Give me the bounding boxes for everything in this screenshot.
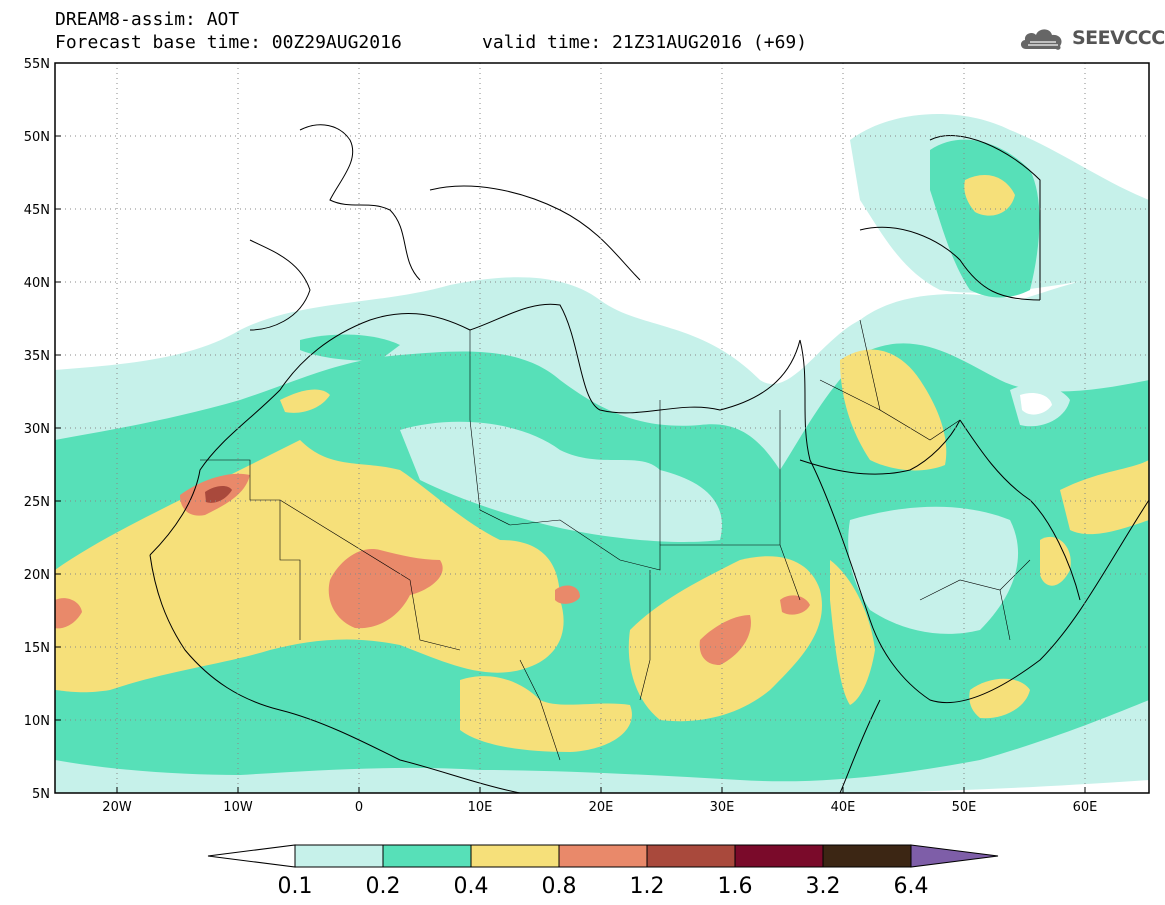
lon-label: 10W (223, 800, 253, 815)
logo-text: SEEVCCC (1072, 27, 1165, 49)
lat-label: 25N (24, 495, 50, 510)
tick-marks (55, 62, 1086, 794)
aot-level-1-2 (205, 486, 232, 503)
colorbar-label: 0.1 (278, 874, 313, 899)
latitude-labels: 55N 50N 45N 40N 35N 30N 25N 20N 15N 10N … (24, 57, 50, 802)
lat-label: 5N (32, 787, 50, 802)
lon-label: 20E (589, 800, 614, 815)
colorbar-segment (382, 844, 472, 868)
chart-title: DREAM8-assim: AOT (55, 9, 240, 30)
lon-label: 60E (1073, 800, 1098, 815)
colorbar-label: 0.2 (366, 874, 401, 899)
lat-label: 30N (24, 422, 50, 437)
lon-label: 20W (102, 800, 132, 815)
lat-label: 10N (24, 714, 50, 729)
coastlines (149, 124, 1149, 793)
country-borders (200, 319, 1031, 761)
lat-label: 55N (24, 57, 50, 72)
lon-label: 0 (355, 800, 363, 815)
longitude-labels: 20W 10W 0 10E 20E 30E 40E 50E 60E (102, 800, 1097, 815)
valid-time: valid time: 21Z31AUG2016 (+69) (482, 32, 808, 53)
colorbar-left-triangle (207, 844, 296, 868)
colorbar-segment (734, 844, 824, 868)
lon-label: 40E (831, 800, 856, 815)
colorbar-label: 3.2 (806, 874, 841, 899)
colorbar-right-triangle (910, 844, 999, 868)
colorbar-label: 1.2 (630, 874, 665, 899)
lon-label: 30E (710, 800, 735, 815)
graticule (55, 63, 1149, 793)
colorbar: 0.1 0.2 0.4 0.8 1.2 1.6 3.2 6.4 (207, 844, 999, 899)
lat-label: 50N (24, 130, 50, 145)
colorbar-label: 0.4 (454, 874, 489, 899)
colorbar-segment (470, 844, 560, 868)
lat-label: 35N (24, 349, 50, 364)
colorbar-label: 0.8 (542, 874, 577, 899)
aot-level-0-4 (55, 175, 1149, 752)
lon-label: 50E (952, 800, 977, 815)
colorbar-segment (646, 844, 736, 868)
cloud-logo-icon (1020, 29, 1062, 50)
colorbar-label: 6.4 (894, 874, 929, 899)
seevccc-logo: SEEVCCC (1018, 23, 1165, 55)
lat-label: 15N (24, 641, 50, 656)
colorbar-segment (822, 844, 912, 868)
colorbar-label: 1.6 (718, 874, 753, 899)
lon-label: 10E (468, 800, 493, 815)
forecast-base-time: Forecast base time: 00Z29AUG2016 (55, 32, 402, 53)
lat-label: 40N (24, 276, 50, 291)
lat-label: 45N (24, 203, 50, 218)
lat-label: 20N (24, 568, 50, 583)
aot-field (55, 63, 1149, 793)
colorbar-segment (558, 844, 648, 868)
colorbar-segment (294, 844, 384, 868)
